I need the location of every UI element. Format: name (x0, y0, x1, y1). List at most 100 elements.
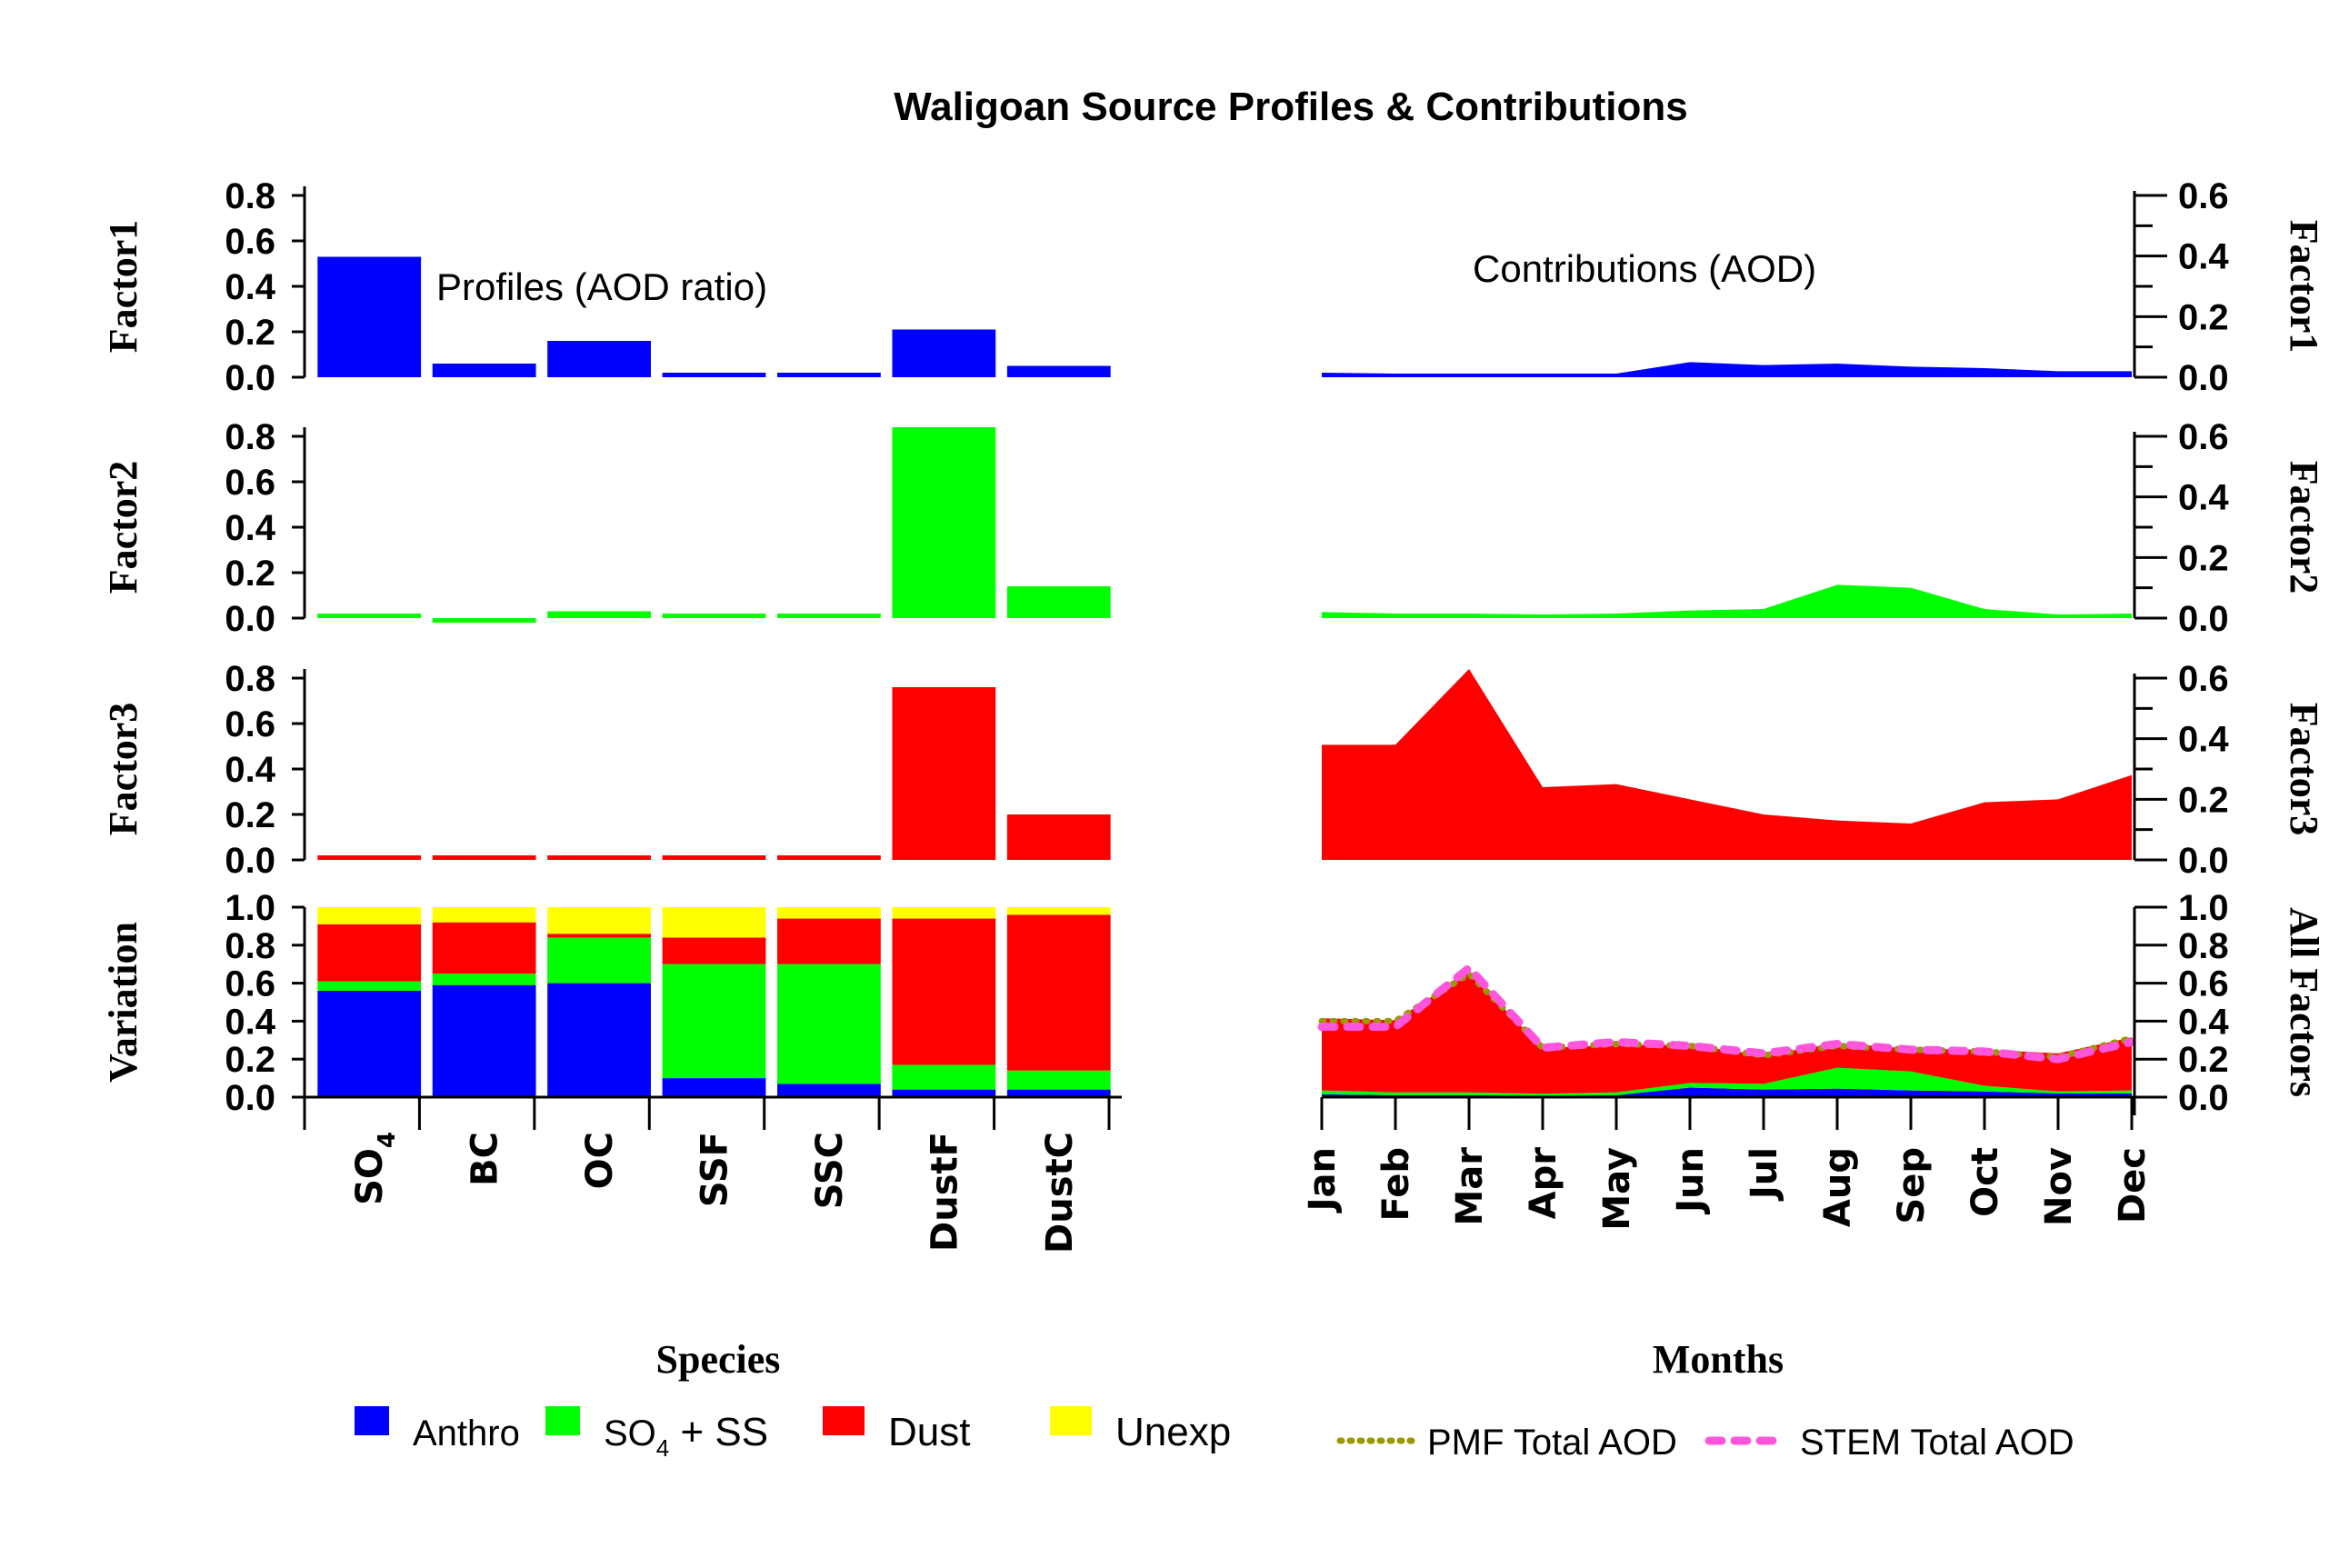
stacked-bar-segment (547, 937, 651, 984)
y-tick-label: 0.2 (225, 1040, 275, 1080)
y-tick-label: 0.4 (225, 1002, 275, 1042)
x-tick-label: DustC (1039, 1132, 1081, 1253)
bar-bc (432, 618, 536, 623)
bar-bc (432, 364, 536, 377)
x-axis-title: Months (1653, 1337, 1784, 1382)
y-tick-label: 0.6 (225, 222, 275, 262)
x-tick-label: SSC (809, 1132, 851, 1209)
x-tick-label: Jan (1302, 1147, 1344, 1213)
bar-dustc (1006, 586, 1111, 618)
x-tick-label: Dec (2112, 1147, 2154, 1223)
stacked-bar-segment (1006, 914, 1111, 1071)
y-tick-label: 0.4 (2178, 720, 2229, 760)
stacked-bar-segment (317, 907, 422, 924)
stacked-bar-segment (317, 981, 422, 991)
x-tick-label: May (1596, 1147, 1638, 1231)
y-tick-label: 0.0 (2178, 1078, 2229, 1118)
y-tick-label: 0.4 (2178, 237, 2229, 277)
profiles-panels: 0.00.20.40.60.8Factor10.00.20.40.60.8Fac… (101, 176, 1122, 1382)
y-tick-label: 0.2 (2178, 538, 2229, 578)
contribution-panel-factor3: 0.0 0.2 0.4 0.6 Factor3 (1322, 659, 2326, 881)
y-tick-label: 0.0 (225, 599, 275, 639)
all-factors-panel: 0.00.20.40.60.81.0 All Factors Jan Feb Mar Ap… (1302, 888, 2326, 1382)
y-tick-label: 0.2 (2178, 1040, 2229, 1080)
variation-panel: 0.00.20.40.60.81.0 Variation SO4 BC OC SSF SSC… (101, 888, 1122, 1382)
y-tick-label: 0.8 (225, 926, 275, 966)
bar-oc (547, 341, 651, 377)
legend-swatch-dust (823, 1406, 865, 1435)
profile-panel-factor2: 0.0 0.2 0.4 0.6 0.8 Factor2 (101, 417, 1111, 639)
stacked-bar-segment (892, 1089, 996, 1097)
stacked-bar-segment (1006, 907, 1111, 915)
profile-panel-factor3: 0.0 0.2 0.4 0.6 0.8 Factor3 (101, 659, 1111, 881)
y-tick-label: 0.8 (225, 417, 275, 457)
x-tick-label: DustF (924, 1132, 965, 1252)
y-tick-label: 0.6 (2178, 964, 2229, 1004)
stacked-bar-segment (892, 907, 996, 919)
y-tick-label: 0.2 (225, 554, 275, 594)
x-tick-label: OC (579, 1132, 621, 1189)
y-tick-label: 1.0 (2178, 888, 2229, 928)
bar-so4 (317, 256, 422, 377)
stem-total-line (1317, 962, 2136, 1064)
y-tick-label: 0.0 (2178, 841, 2229, 881)
stacked-bar-segment (547, 934, 651, 938)
bar-so4 (317, 614, 422, 618)
x-tick-label: Jun (1670, 1147, 1712, 1215)
stacked-bar-segment (662, 964, 766, 1079)
y-tick-label: 0.6 (225, 964, 275, 1004)
y-tick-label: 0.2 (2178, 297, 2229, 337)
x-tick-label: Nov (2038, 1147, 2080, 1226)
stacked-bar-segment (662, 937, 766, 964)
y-tick-label: 0.2 (2178, 780, 2229, 820)
stacked-bar-segment (777, 964, 881, 1084)
stacked-bar-segment (662, 1078, 766, 1097)
y-tick-label: 0.8 (225, 659, 275, 699)
profile-panel-factor1: 0.0 0.2 0.4 0.6 0.8 Factor1 (101, 176, 1111, 398)
bar-ssf (662, 614, 766, 618)
bar-so4 (317, 855, 422, 860)
y-axis-label: Factor3 (101, 703, 145, 836)
y-tick-label: 0.8 (225, 176, 275, 216)
stacked-bar-segment (317, 990, 422, 1097)
stacked-bar-segment (432, 974, 536, 985)
stacked-bar-segment (432, 907, 536, 923)
stacked-bar-segment (547, 907, 651, 934)
contribution-panel-factor2: 0.0 0.2 0.4 0.6 Factor2 (1322, 417, 2326, 639)
legend-label: Unexp (1115, 1410, 1231, 1454)
bar-oc (547, 611, 651, 618)
stacked-area-factor3 (1322, 973, 2132, 1094)
stacked-bar-segment (317, 924, 422, 982)
x-tick-label: Aug (1817, 1147, 1859, 1227)
y-tick-label: 0.0 (225, 841, 275, 881)
y-axis-label: Factor3 (2282, 703, 2326, 836)
stacked-bar-segment (432, 922, 536, 974)
legend-label: STEM Total AOD (1800, 1423, 2074, 1463)
legend-swatch-anthro (355, 1406, 389, 1435)
y-tick-label: 0.4 (2178, 1002, 2229, 1042)
stacked-bar-segment (547, 983, 651, 1097)
x-tick-label: Mar (1449, 1147, 1491, 1226)
y-tick-label: 0.0 (225, 358, 275, 398)
legend-label: Dust (888, 1410, 970, 1454)
x-tick-label: Apr (1523, 1147, 1564, 1220)
stacked-bar-segment (777, 918, 881, 964)
bar-ssc (777, 614, 881, 618)
y-tick-label: 0.0 (2178, 599, 2229, 639)
y-tick-label: 0.6 (2178, 417, 2229, 457)
bar-ssf (662, 373, 766, 377)
stacked-bar-segment (1006, 1089, 1111, 1097)
area-factor2 (1322, 584, 2132, 618)
x-tick-label: BC (465, 1132, 506, 1186)
chart-title: Waligoan Source Profiles & Contributions (894, 85, 1688, 129)
x-tick-label: Oct (1964, 1147, 2006, 1217)
legend-swatch-so4_ss (545, 1406, 580, 1435)
y-axis-label: Factor1 (101, 220, 145, 354)
contributions-annotation: Contributions (AOD) (1473, 247, 1816, 290)
x-tick-label: Sep (1891, 1147, 1933, 1224)
area-factor1 (1322, 362, 2132, 377)
y-tick-label: 0.6 (2178, 176, 2229, 216)
stacked-bar-segment (777, 907, 881, 919)
legend-label: Anthro (413, 1413, 520, 1453)
